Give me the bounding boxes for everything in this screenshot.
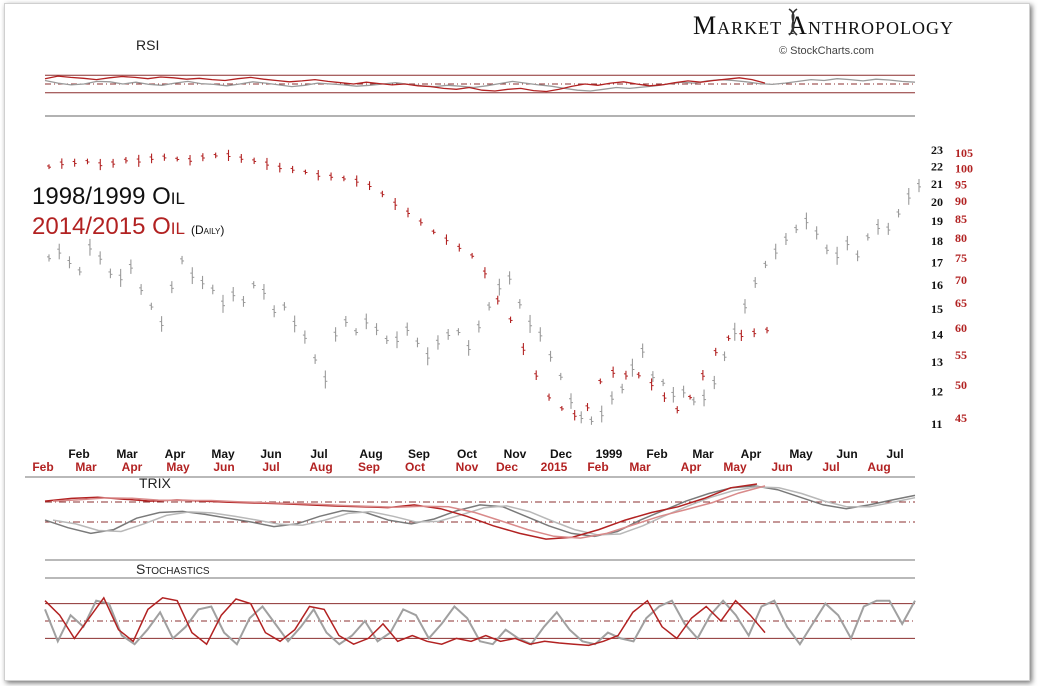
- month-2014-15: May: [723, 460, 747, 474]
- month-1998-9: Nov: [504, 447, 527, 461]
- dna-icon: [788, 8, 798, 36]
- month-1998-6: Aug: [359, 447, 382, 461]
- month-1998-3: May: [211, 447, 235, 461]
- price-panel: [47, 149, 921, 425]
- rsi-panel: [44, 74, 916, 117]
- month-axis: Feb Mar Apr May Jun Jul Aug Sep Oct Nov Dec 1999 Feb…: [25, 447, 915, 478]
- trix-1998-fast: [44, 485, 916, 538]
- month-1998-10: Dec: [550, 447, 572, 461]
- chart-frame: Market Anthropology © StockCharts.com RS…: [4, 3, 1030, 681]
- month-2014-9: Nov: [456, 460, 479, 474]
- rsi-panel-label: RSI: [136, 37, 159, 53]
- legend-2014: 2014/2015 Oil: [32, 213, 185, 240]
- left-axis-tick-18: 18: [931, 234, 943, 248]
- trix-2014-fast: [44, 483, 758, 540]
- right-axis-tick-95: 95: [955, 177, 967, 191]
- stochastics-panel-label: Stochastics: [136, 561, 210, 577]
- month-2014-11: 2015: [541, 460, 568, 474]
- month-1998-4: Jun: [260, 447, 281, 461]
- trix-1998-signal: [52, 486, 916, 536]
- left-axis-tick-14: 14: [931, 327, 943, 341]
- month-1998-15: May: [789, 447, 813, 461]
- chart-credit: © StockCharts.com: [779, 45, 874, 57]
- legend-1998: 1998/1999 Oil: [32, 183, 185, 210]
- month-1998-2: Apr: [165, 447, 186, 461]
- left-axis-tick-13: 13: [931, 355, 943, 369]
- left-axis-tick-19: 19: [931, 214, 943, 228]
- month-1998-11: 1999: [596, 447, 623, 461]
- month-1998-1: Mar: [116, 447, 138, 461]
- legend-daily: (Daily): [191, 223, 224, 237]
- right-axis-tick-65: 65: [955, 296, 967, 310]
- left-axis-tick-15: 15: [931, 302, 943, 316]
- legend-2014-row: 2014/2015 Oil (Daily): [32, 213, 224, 240]
- right-axis-tick-50: 50: [955, 378, 967, 392]
- month-1998-0: Feb: [68, 447, 89, 461]
- month-2014-5: Jul: [262, 460, 279, 474]
- left-axis-tick-23: 23: [931, 143, 943, 157]
- month-2014-8: Oct: [405, 460, 425, 474]
- right-axis-tick-70: 70: [955, 273, 967, 287]
- trix-2014-signal: [52, 485, 766, 539]
- month-1998-13: Mar: [692, 447, 714, 461]
- month-2014-4: Jun: [213, 460, 234, 474]
- right-axis-tick-80: 80: [955, 231, 967, 245]
- month-1998-8: Oct: [457, 447, 477, 461]
- month-1998-14: Apr: [741, 447, 762, 461]
- left-axis-tick-16: 16: [931, 278, 943, 292]
- stoch-1998: [44, 599, 916, 646]
- left-price-axis: 23 22 21 20 19 18 17 16 15 14 13 12 11: [931, 143, 943, 431]
- right-axis-tick-100: 100: [955, 161, 973, 175]
- trix-panel-label: TRIX: [139, 475, 172, 491]
- right-axis-tick-90: 90: [955, 194, 967, 208]
- month-1998-7: Sep: [408, 447, 430, 461]
- month-2014-1: Mar: [75, 460, 97, 474]
- month-1998-5: Jul: [310, 447, 327, 461]
- right-axis-tick-75: 75: [955, 251, 967, 265]
- right-axis-tick-105: 105: [955, 146, 973, 160]
- left-axis-tick-21: 21: [931, 177, 943, 191]
- stoch-2014: [44, 596, 766, 647]
- month-2014-16: Jun: [771, 460, 792, 474]
- right-axis-tick-85: 85: [955, 212, 967, 226]
- chart-canvas: Market Anthropology © StockCharts.com RS…: [25, 8, 973, 647]
- trix-panel: [44, 483, 916, 561]
- month-2014-7: Sep: [358, 460, 380, 474]
- rsi-line-2014: [44, 75, 766, 93]
- month-2014-12: Feb: [587, 460, 608, 474]
- month-1998-12: Feb: [646, 447, 667, 461]
- month-2014-3: May: [166, 460, 190, 474]
- rsi-line-1998: [44, 78, 916, 92]
- month-2014-14: Apr: [681, 460, 702, 474]
- month-2014-17: Jul: [822, 460, 839, 474]
- month-1998-17: Jul: [886, 447, 903, 461]
- left-axis-tick-20: 20: [931, 195, 943, 209]
- month-2014-0: Feb: [32, 460, 53, 474]
- left-axis-tick-12: 12: [931, 385, 943, 399]
- stochastics-panel: [44, 577, 916, 647]
- right-axis-tick-60: 60: [955, 321, 967, 335]
- month-2014-2: Apr: [122, 460, 143, 474]
- right-axis-tick-45: 45: [955, 411, 967, 425]
- month-2014-13: Mar: [629, 460, 651, 474]
- left-axis-tick-17: 17: [931, 255, 943, 269]
- month-2014-10: Dec: [496, 460, 518, 474]
- left-axis-tick-22: 22: [931, 160, 943, 174]
- brand-title: Market Anthropology: [693, 11, 954, 40]
- right-axis-tick-55: 55: [955, 348, 967, 362]
- left-axis-tick-11: 11: [931, 417, 942, 431]
- month-1998-16: Jun: [836, 447, 857, 461]
- month-2014-6: Aug: [309, 460, 332, 474]
- month-2014-18: Aug: [867, 460, 890, 474]
